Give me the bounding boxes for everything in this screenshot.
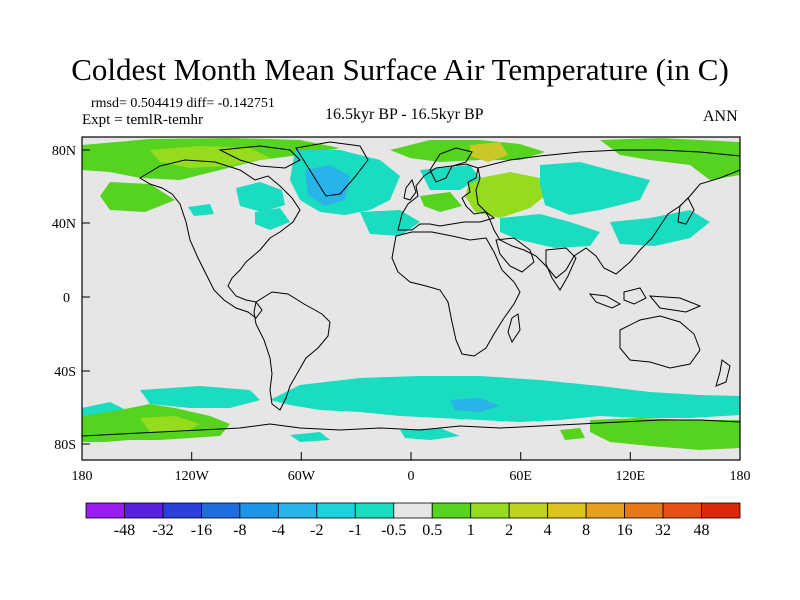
- anomaly-patch: [500, 214, 600, 248]
- colorbar-label: 4: [544, 522, 552, 539]
- anomaly-patch: [540, 162, 650, 215]
- lon-label: 180: [72, 469, 93, 484]
- colorbar-swatch: [124, 502, 164, 519]
- colorbar-label: 32: [655, 522, 671, 539]
- colorbar-swatch: [662, 502, 702, 519]
- colorbar-swatch: [547, 502, 587, 519]
- period-label: 16.5kyr BP - 16.5kyr BP: [325, 106, 484, 123]
- lon-label: 120E: [616, 469, 646, 484]
- lat-label: 40N: [52, 217, 76, 232]
- colorbar-label: 2: [505, 522, 513, 539]
- anomaly-patch: [270, 376, 740, 422]
- colorbar-label: -4: [272, 522, 285, 539]
- colorbar-swatch: [393, 502, 433, 519]
- lon-label: 60E: [509, 469, 532, 484]
- coastline-north-america: [139, 159, 301, 319]
- colorbar-swatch: [277, 502, 318, 519]
- colorbar-swatch: [239, 502, 279, 519]
- coastline-arabia: [495, 237, 535, 273]
- coastline-greenland: [295, 141, 369, 197]
- anomaly-patch: [420, 165, 480, 190]
- coastline-indonesia: [588, 293, 622, 309]
- coastline-africa: [391, 231, 521, 357]
- anomaly-patch: [290, 432, 330, 442]
- anomaly-patch: [150, 146, 270, 168]
- coastline-asia: [475, 149, 740, 279]
- colorbar-label: 48: [694, 522, 710, 539]
- lat-label: 40S: [54, 365, 76, 380]
- season-label: ANN: [703, 108, 738, 125]
- anomaly-patch: [140, 386, 260, 408]
- longitude-axis: 180 120W 60W 0 60E 120E 180: [72, 452, 751, 484]
- colorbar-swatch: [470, 502, 510, 519]
- anomaly-patch: [400, 428, 460, 440]
- lon-label: 180: [730, 469, 751, 484]
- colorbar-label: -0.5: [381, 522, 406, 539]
- lon-label: 0: [408, 469, 415, 484]
- lat-label: 0: [63, 291, 70, 306]
- colorbar-label: -2: [310, 522, 323, 539]
- coastline-scandinavia: [429, 147, 473, 183]
- anomaly-patch: [420, 192, 462, 212]
- lon-label: 120W: [175, 469, 210, 484]
- colorbar-swatch: [508, 502, 549, 519]
- colorbar-label: -32: [152, 522, 173, 539]
- latitude-axis: 80N 40N 0 40S 80S: [52, 144, 90, 453]
- chart-title: Coldest Month Mean Surface Air Temperatu…: [71, 52, 729, 87]
- colorbar-swatch: [431, 502, 472, 519]
- coastline-britain: [403, 178, 417, 201]
- colorbar-label: -48: [114, 522, 135, 539]
- coastline-north-america: [218, 145, 301, 169]
- colorbar-swatch: [701, 502, 741, 519]
- colorbar-label: 8: [582, 522, 590, 539]
- anomaly-patch: [560, 428, 585, 440]
- coastline-india: [545, 247, 577, 291]
- colorbar-label: -8: [233, 522, 246, 539]
- colorbar-swatch: [354, 502, 395, 519]
- anomaly-patch: [236, 182, 285, 212]
- anomaly-patch: [305, 165, 350, 206]
- anomaly-patch: [100, 182, 175, 212]
- colorbar-swatch: [162, 502, 202, 519]
- colorbar-label: 0.5: [422, 522, 442, 539]
- coastline-madagascar: [507, 313, 521, 344]
- anomaly-patch: [188, 204, 214, 216]
- coastline-europe: [397, 163, 496, 231]
- colorbar-swatch: [585, 502, 625, 519]
- lat-label: 80N: [52, 144, 76, 159]
- colorbar-swatch: [85, 502, 125, 519]
- experiment-label: Expt = temlR-temhr: [82, 112, 203, 128]
- coastline-new-zealand: [715, 359, 731, 387]
- anomaly-patch: [470, 142, 508, 162]
- coastline-antarctica: [82, 419, 740, 437]
- anomaly-patch: [610, 210, 710, 246]
- colorbar-label: 1: [467, 522, 475, 539]
- anomaly-patch: [255, 208, 290, 230]
- coastline-indonesia: [648, 295, 702, 313]
- anomaly-patch: [600, 138, 740, 180]
- stats-label: rmsd= 0.504419 diff= -0.142751: [91, 96, 275, 111]
- colorbar-swatch: [624, 502, 664, 519]
- colorbar-label: 16: [617, 522, 633, 539]
- colorbar-swatch: [201, 502, 241, 519]
- anomaly-patch: [140, 416, 200, 432]
- lon-label: 60W: [288, 469, 316, 484]
- coastlines: [82, 141, 740, 437]
- colorbar-swatch: [316, 502, 356, 519]
- colorbar: -48 -32 -16 -8 -4 -2 -1 -0.5 0.5 1 2 4 8 16 32 48: [85, 502, 741, 539]
- coastline-japan: [677, 197, 695, 225]
- colorbar-label: -16: [191, 522, 212, 539]
- coastline-indonesia: [623, 287, 647, 305]
- coastline-south-america: [253, 291, 331, 411]
- anomaly-patch: [450, 398, 500, 412]
- colorbar-label: -1: [349, 522, 362, 539]
- coastline-australia: [619, 315, 701, 369]
- anomaly-patch: [465, 172, 550, 218]
- anomaly-patch: [590, 418, 740, 450]
- lat-label: 80S: [54, 438, 76, 453]
